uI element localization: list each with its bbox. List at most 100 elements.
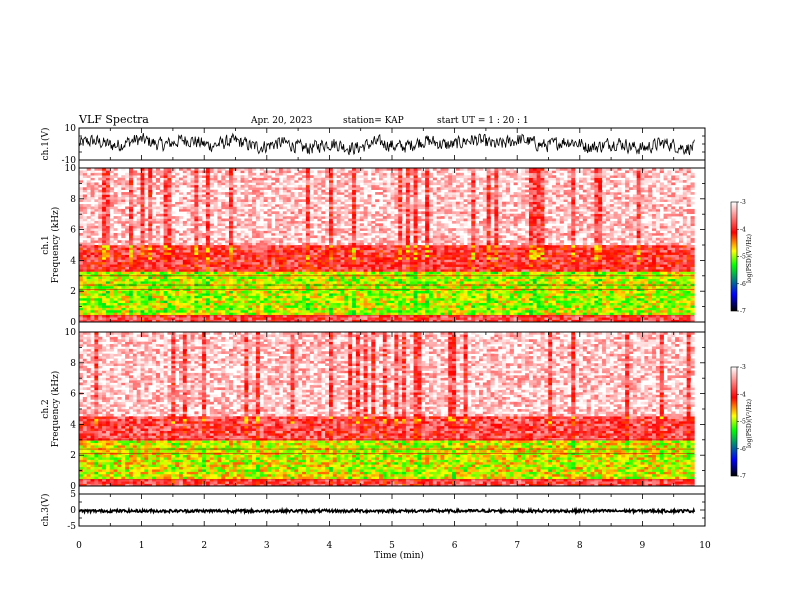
psd-cell [110,247,114,250]
psd-cell [187,247,191,250]
psd-cell [164,235,168,238]
psd-cell [233,247,237,250]
psd-cell [214,279,218,282]
psd-cell [383,291,387,294]
psd-cell [106,173,110,176]
psd-cell [260,274,264,277]
psd-cell [114,228,118,231]
psd-cell [306,235,310,238]
psd-cell [306,240,310,243]
psd-cell [110,310,114,313]
psd-cell [91,214,95,217]
psd-cell [302,214,306,217]
psd-cell [248,255,252,258]
psd-cell [187,296,191,299]
psd-cell [217,194,221,197]
psd-cell [210,247,214,250]
psd-cell [391,267,395,270]
psd-cell [183,300,187,303]
psd-cell [267,185,271,188]
psd-cell [148,235,152,238]
psd-cell [164,221,168,224]
psd-cell [129,214,133,217]
psd-cell [298,303,302,306]
psd-cell [206,211,210,214]
psd-cell [267,187,271,190]
psd-cell [287,296,291,299]
psd-cell [156,291,160,294]
psd-cell [306,221,310,224]
psd-cell [167,269,171,272]
psd-cell [91,259,95,262]
psd-cell [202,223,206,226]
psd-cell [337,214,341,217]
psd-cell [337,209,341,212]
psd-cell [148,190,152,193]
psd-cell [137,240,141,243]
psd-cell [121,221,125,224]
psd-cell [291,293,295,296]
psd-cell [137,219,141,222]
psd-cell [171,194,175,197]
psd-cell [214,276,218,279]
psd-cell [148,293,152,296]
psd-cell [229,247,233,250]
psd-cell [391,240,395,243]
psd-cell [117,305,121,308]
psd-cell [402,257,406,260]
psd-cell [198,293,202,296]
psd-cell [194,247,198,250]
psd-cell [102,240,106,243]
psd-cell [275,190,279,193]
psd-cell [348,259,352,262]
psd-cell [187,293,191,296]
psd-cell [391,182,395,185]
psd-cell [306,180,310,183]
psd-cell [141,173,145,176]
psd-cell [310,175,314,178]
psd-cell [156,298,160,301]
psd-cell [333,231,337,234]
psd-cell [137,238,141,241]
psd-cell [87,276,91,279]
psd-cell [260,243,264,246]
psd-cell [375,300,379,303]
psd-cell [225,207,229,210]
psd-cell [298,298,302,301]
psd-cell [344,262,348,265]
psd-cell [114,182,118,185]
psd-cell [121,235,125,238]
psd-cell [410,197,414,200]
psd-cell [302,274,306,277]
psd-cell [164,250,168,253]
psd-cell [202,305,206,308]
psd-cell [94,233,98,236]
psd-cell [160,216,164,219]
psd-cell [379,310,383,313]
psd-cell [394,281,398,284]
psd-cell [225,303,229,306]
psd-cell [352,187,356,190]
psd-cell [202,276,206,279]
psd-cell [394,192,398,195]
psd-cell [325,250,329,253]
psd-cell [144,247,148,250]
psd-cell [275,281,279,284]
psd-cell [275,175,279,178]
psd-cell [133,173,137,176]
psd-cell [110,252,114,255]
psd-cell [360,291,364,294]
psd-cell [194,219,198,222]
psd-cell [356,269,360,272]
psd-cell [317,243,321,246]
psd-cell [310,305,314,308]
psd-cell [221,219,225,222]
psd-cell [141,228,145,231]
psd-cell [87,262,91,265]
psd-cell [152,259,156,262]
psd-cell [333,281,337,284]
psd-cell [267,243,271,246]
psd-cell [306,238,310,241]
psd-cell [383,170,387,173]
psd-cell [229,286,233,289]
